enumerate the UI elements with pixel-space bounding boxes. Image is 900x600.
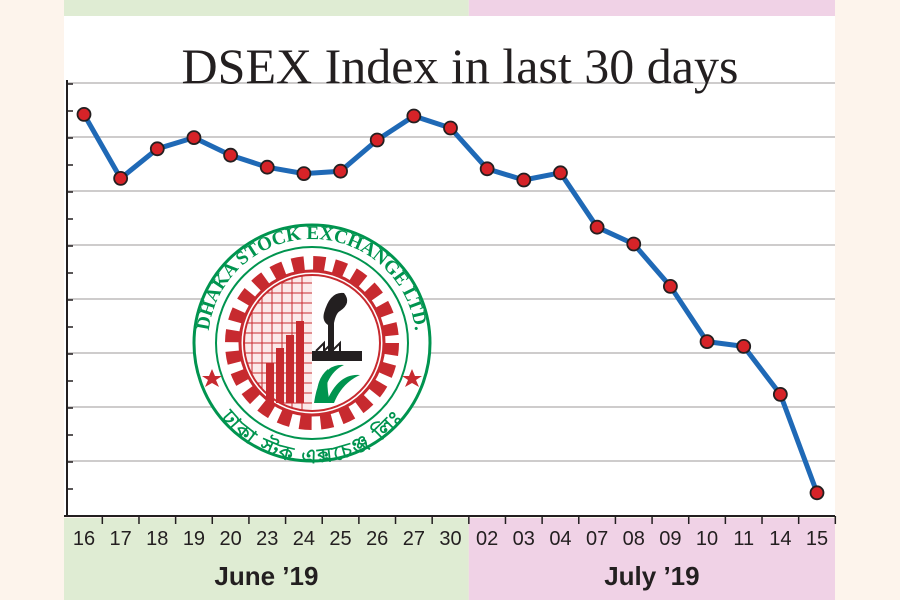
data-point [76,107,92,122]
data-point [516,172,532,188]
data-point [149,141,165,157]
month-label: July ’19 [604,561,699,591]
data-point [443,120,458,136]
data-point [296,166,312,182]
x-tick-label: 11 [733,528,754,550]
x-axis-ticks [101,516,837,524]
month-band-bottom [64,518,469,600]
x-tick-label: 14 [769,528,791,550]
x-tick-label: 03 [513,528,535,550]
data-point [663,278,678,294]
x-tick-labels: 16 17 18 19 20 23 24 25 26 27 30 02 03 04 07 08 09 10 11 14… [73,528,828,550]
data-point [589,219,605,235]
x-tick-label: 10 [696,528,718,550]
logo-plant-icon [314,364,360,403]
y-axis-ticks [67,83,73,517]
month-label: June ’19 [214,561,318,591]
data-point [479,161,495,177]
x-tick-label: 19 [183,528,205,550]
gridlines [68,82,835,462]
data-point [369,132,385,148]
x-tick-label: 23 [256,528,278,550]
x-tick-label: 20 [219,528,241,550]
data-point [772,386,788,402]
month-labels: June ’19 July ’19 [214,561,699,591]
data-point [736,338,752,354]
data-point [259,159,275,175]
x-tick-label: 04 [549,528,571,550]
axes [64,80,835,517]
dse-logo: DHAKA STOCK EXCHANGE LTD. ঢাকা স্টক এক্স… [192,223,432,468]
data-point [333,163,348,179]
logo-bars-icon [266,321,304,403]
x-tick-label: 09 [659,528,681,550]
data-point [186,130,202,146]
logo-tree-icon [312,292,362,361]
x-tick-label: 25 [329,528,351,550]
x-tick-label: 18 [146,528,168,550]
month-band-bottom [468,518,835,600]
month-band-top [64,0,469,16]
x-tick-label: 30 [439,528,461,550]
x-tick-label: 07 [586,528,608,550]
x-tick-label: 26 [366,528,388,550]
data-markers [76,107,825,501]
data-point [113,170,129,186]
x-tick-label: 08 [623,528,645,550]
data-point [809,485,825,501]
data-point [406,108,422,124]
data-point [223,147,239,163]
data-point [553,165,568,181]
month-band-top [468,0,835,16]
month-bands [64,0,835,600]
x-tick-label: 15 [806,528,828,550]
x-tick-label: 16 [73,528,95,550]
x-tick-label: 02 [476,528,498,550]
data-point [699,334,715,350]
x-tick-label: 17 [110,528,132,550]
x-tick-label: 24 [293,528,315,550]
data-point [626,236,642,252]
star-icon [202,369,422,387]
plot-panel [64,0,835,516]
chart-title: DSEX Index in last 30 days [182,38,739,94]
x-tick-label: 27 [403,528,425,550]
